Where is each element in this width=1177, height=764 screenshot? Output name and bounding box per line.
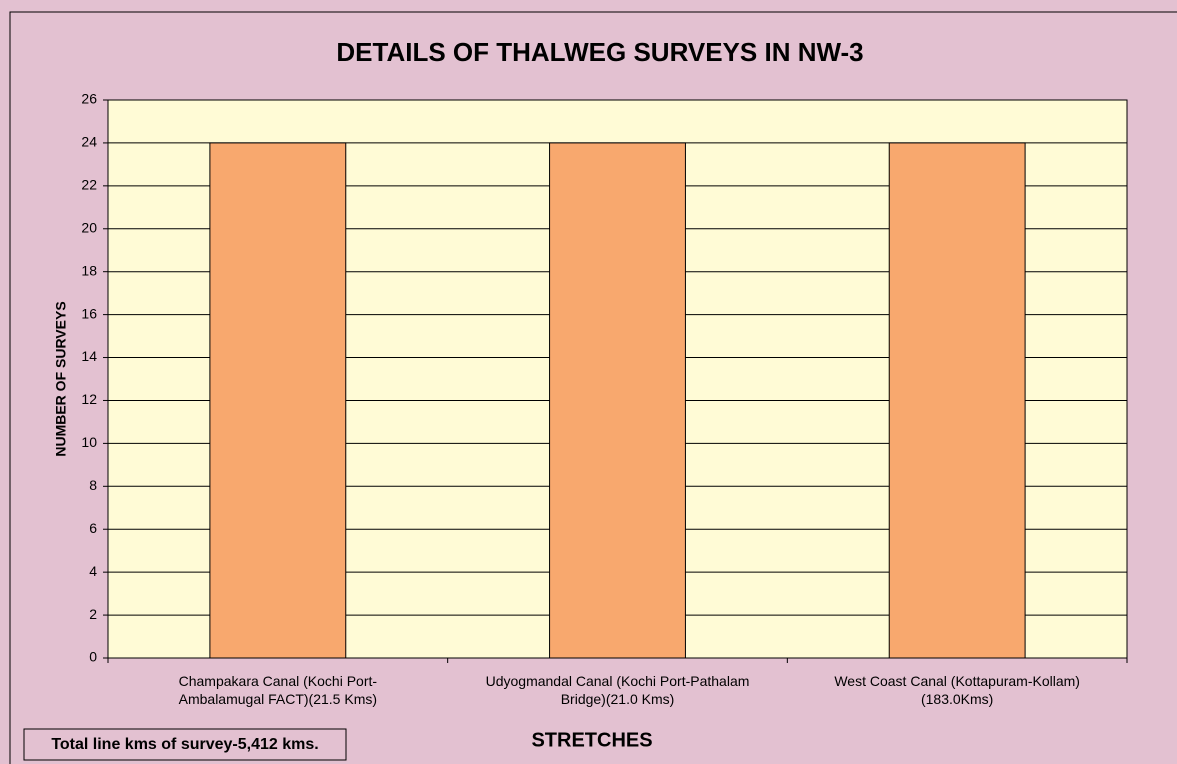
- frame: [9, 11, 1177, 764]
- x-tick-label: Champakara Canal (Kochi Port-Ambalamugal…: [178, 673, 378, 707]
- y-tick-label: 18: [81, 262, 97, 278]
- y-tick-label: 20: [81, 219, 97, 235]
- y-tick-label: 22: [81, 177, 97, 193]
- y-tick-label: 10: [81, 434, 97, 450]
- y-tick-label: 24: [81, 134, 97, 150]
- y-tick-label: 2: [89, 606, 97, 622]
- y-tick-label: 14: [81, 348, 97, 364]
- y-tick-label: 0: [89, 649, 97, 665]
- y-tick-label: 26: [81, 91, 97, 107]
- annotation-box: [23, 728, 347, 761]
- y-tick-label: 4: [89, 563, 97, 579]
- y-tick-label: 12: [81, 391, 97, 407]
- y-axis-label: NUMBER OF SURVEYS: [53, 301, 69, 456]
- chart-title: DETAILS OF THALWEG SURVEYS IN NW-3: [336, 37, 863, 67]
- y-tick-label: 6: [89, 520, 97, 536]
- bar: [888, 142, 1026, 659]
- x-tick-label: West Coast Canal (Kottapuram-Kollam)(183…: [834, 673, 1080, 707]
- annotation: Total line kms of survey-5,412 kms.: [51, 736, 318, 753]
- bar: [209, 142, 347, 659]
- bar: [549, 142, 686, 659]
- x-axis-label: STRETCHES: [531, 729, 652, 751]
- x-tick-label: Udyogmandal Canal (Kochi Port-Pathalam B…: [485, 673, 750, 707]
- y-tick-label: 16: [81, 305, 97, 321]
- y-tick-label: 8: [89, 477, 97, 493]
